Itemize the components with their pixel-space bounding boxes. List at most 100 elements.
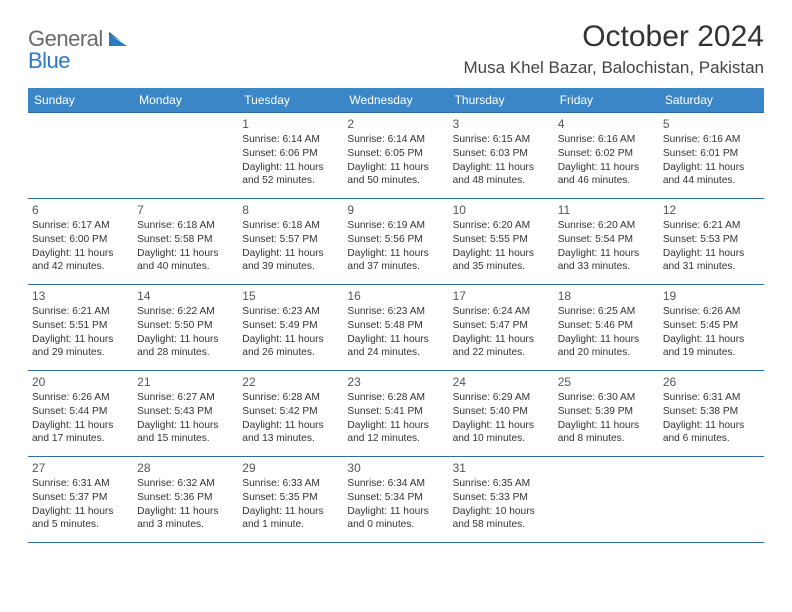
daylight-text: Daylight: 11 hours and 12 minutes. [347,419,444,447]
calendar-day-cell [554,457,659,543]
calendar-day-cell: 30Sunrise: 6:34 AMSunset: 5:34 PMDayligh… [343,457,448,543]
day-number: 18 [558,288,655,304]
day-number: 29 [242,460,339,476]
daylight-text: Daylight: 11 hours and 48 minutes. [453,161,550,189]
sunset-text: Sunset: 5:33 PM [453,491,550,505]
daylight-text: Daylight: 11 hours and 44 minutes. [663,161,760,189]
sunrise-text: Sunrise: 6:17 AM [32,219,129,233]
day-number: 11 [558,202,655,218]
calendar-day-cell: 20Sunrise: 6:26 AMSunset: 5:44 PMDayligh… [28,371,133,457]
calendar-day-cell: 17Sunrise: 6:24 AMSunset: 5:47 PMDayligh… [449,285,554,371]
sunset-text: Sunset: 5:45 PM [663,319,760,333]
location-subtitle: Musa Khel Bazar, Balochistan, Pakistan [464,58,765,78]
daylight-text: Daylight: 11 hours and 19 minutes. [663,333,760,361]
sunset-text: Sunset: 5:44 PM [32,405,129,419]
sunset-text: Sunset: 5:41 PM [347,405,444,419]
sunrise-text: Sunrise: 6:16 AM [558,133,655,147]
day-number: 1 [242,116,339,132]
daylight-text: Daylight: 11 hours and 24 minutes. [347,333,444,361]
calendar-day-cell: 2Sunrise: 6:14 AMSunset: 6:05 PMDaylight… [343,113,448,199]
calendar-day-cell: 22Sunrise: 6:28 AMSunset: 5:42 PMDayligh… [238,371,343,457]
calendar-day-cell [133,113,238,199]
calendar-day-cell: 21Sunrise: 6:27 AMSunset: 5:43 PMDayligh… [133,371,238,457]
calendar-day-cell: 29Sunrise: 6:33 AMSunset: 5:35 PMDayligh… [238,457,343,543]
day-number: 4 [558,116,655,132]
sunset-text: Sunset: 5:57 PM [242,233,339,247]
page-header: General Blue October 2024 Musa Khel Baza… [28,20,764,78]
daylight-text: Daylight: 11 hours and 28 minutes. [137,333,234,361]
sunrise-text: Sunrise: 6:33 AM [242,477,339,491]
day-number: 9 [347,202,444,218]
daylight-text: Daylight: 11 hours and 1 minute. [242,505,339,533]
day-number: 23 [347,374,444,390]
daylight-text: Daylight: 11 hours and 26 minutes. [242,333,339,361]
calendar-page: General Blue October 2024 Musa Khel Baza… [0,0,792,555]
sunset-text: Sunset: 6:01 PM [663,147,760,161]
sunrise-text: Sunrise: 6:25 AM [558,305,655,319]
daylight-text: Daylight: 11 hours and 39 minutes. [242,247,339,275]
weekday-header: Friday [554,88,659,113]
sunrise-text: Sunrise: 6:35 AM [453,477,550,491]
calendar-day-cell: 18Sunrise: 6:25 AMSunset: 5:46 PMDayligh… [554,285,659,371]
calendar-week-row: 20Sunrise: 6:26 AMSunset: 5:44 PM Dayligh… [28,371,764,457]
calendar-day-cell: 26Sunrise: 6:31 AMSunset: 5:38 PMDayligh… [659,371,764,457]
sunrise-text: Sunrise: 6:14 AM [242,133,339,147]
sunrise-text: Sunrise: 6:26 AM [663,305,760,319]
daylight-text: Daylight: 11 hours and 31 minutes. [663,247,760,275]
daylight-text: Daylight: 10 hours and 58 minutes. [453,505,550,533]
sunrise-text: Sunrise: 6:24 AM [453,305,550,319]
sunset-text: Sunset: 5:51 PM [32,319,129,333]
day-number: 12 [663,202,760,218]
calendar-day-cell: 1Sunrise: 6:14 AMSunset: 6:06 PMDaylight… [238,113,343,199]
sunset-text: Sunset: 5:48 PM [347,319,444,333]
day-number: 20 [32,374,129,390]
sunset-text: Sunset: 5:38 PM [663,405,760,419]
sunrise-text: Sunrise: 6:31 AM [663,391,760,405]
sunset-text: Sunset: 5:37 PM [32,491,129,505]
daylight-text: Daylight: 11 hours and 33 minutes. [558,247,655,275]
day-number: 13 [32,288,129,304]
day-number: 2 [347,116,444,132]
calendar-day-cell: 10Sunrise: 6:20 AMSunset: 5:55 PMDayligh… [449,199,554,285]
sunrise-text: Sunrise: 6:26 AM [32,391,129,405]
weekday-header: Wednesday [343,88,448,113]
sunset-text: Sunset: 5:35 PM [242,491,339,505]
logo-text-blue: Blue [28,48,131,74]
logo: General Blue [28,20,131,74]
sunset-text: Sunset: 5:43 PM [137,405,234,419]
daylight-text: Daylight: 11 hours and 40 minutes. [137,247,234,275]
calendar-day-cell: 12Sunrise: 6:21 AMSunset: 5:53 PMDayligh… [659,199,764,285]
sunrise-text: Sunrise: 6:19 AM [347,219,444,233]
daylight-text: Daylight: 11 hours and 5 minutes. [32,505,129,533]
weekday-header: Saturday [659,88,764,113]
weekday-header: Tuesday [238,88,343,113]
calendar-day-cell: 4Sunrise: 6:16 AMSunset: 6:02 PMDaylight… [554,113,659,199]
sunset-text: Sunset: 6:03 PM [453,147,550,161]
sunrise-text: Sunrise: 6:27 AM [137,391,234,405]
calendar-day-cell: 13Sunrise: 6:21 AMSunset: 5:51 PMDayligh… [28,285,133,371]
weekday-header: Monday [133,88,238,113]
calendar-week-row: 1Sunrise: 6:14 AMSunset: 6:06 PMDaylight… [28,113,764,199]
day-number: 21 [137,374,234,390]
daylight-text: Daylight: 11 hours and 50 minutes. [347,161,444,189]
calendar-day-cell: 3Sunrise: 6:15 AMSunset: 6:03 PMDaylight… [449,113,554,199]
day-number: 10 [453,202,550,218]
day-number: 5 [663,116,760,132]
day-number: 22 [242,374,339,390]
sunrise-text: Sunrise: 6:15 AM [453,133,550,147]
daylight-text: Daylight: 11 hours and 29 minutes. [32,333,129,361]
logo-text-block: General Blue [28,26,131,74]
daylight-text: Daylight: 11 hours and 10 minutes. [453,419,550,447]
calendar-day-cell: 7Sunrise: 6:18 AMSunset: 5:58 PMDaylight… [133,199,238,285]
day-number: 8 [242,202,339,218]
calendar-day-cell: 28Sunrise: 6:32 AMSunset: 5:36 PMDayligh… [133,457,238,543]
sunset-text: Sunset: 5:58 PM [137,233,234,247]
day-number: 26 [663,374,760,390]
sunrise-text: Sunrise: 6:18 AM [137,219,234,233]
sunrise-text: Sunrise: 6:23 AM [242,305,339,319]
calendar-day-cell: 19Sunrise: 6:26 AMSunset: 5:45 PMDayligh… [659,285,764,371]
sunset-text: Sunset: 6:05 PM [347,147,444,161]
sunset-text: Sunset: 5:49 PM [242,319,339,333]
calendar-day-cell: 11Sunrise: 6:20 AMSunset: 5:54 PMDayligh… [554,199,659,285]
sunrise-text: Sunrise: 6:34 AM [347,477,444,491]
